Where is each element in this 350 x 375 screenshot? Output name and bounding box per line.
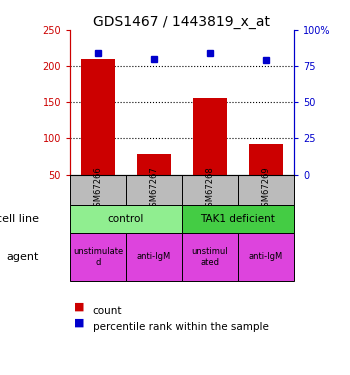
- Bar: [70, 204, 182, 232]
- Bar: [238, 232, 294, 281]
- Text: unstimulate
d: unstimulate d: [73, 247, 123, 267]
- Bar: [126, 175, 182, 204]
- Text: GSM67268: GSM67268: [205, 167, 215, 213]
- Text: GSM67266: GSM67266: [93, 167, 103, 213]
- Bar: [70, 232, 126, 281]
- Text: ■: ■: [74, 318, 84, 327]
- Bar: [182, 175, 238, 204]
- Bar: [137, 154, 171, 175]
- Text: TAK1 deficient: TAK1 deficient: [201, 213, 275, 223]
- Text: anti-IgM: anti-IgM: [249, 252, 283, 261]
- Bar: [249, 144, 283, 175]
- Bar: [81, 59, 115, 175]
- Text: GSM67267: GSM67267: [149, 167, 159, 213]
- Text: count: count: [93, 306, 122, 316]
- Text: percentile rank within the sample: percentile rank within the sample: [93, 322, 269, 332]
- Text: cell line: cell line: [0, 213, 39, 223]
- Text: ■: ■: [74, 302, 84, 311]
- Text: anti-IgM: anti-IgM: [137, 252, 171, 261]
- Bar: [70, 175, 126, 204]
- Bar: [182, 232, 238, 281]
- Bar: [193, 98, 227, 175]
- Text: GSM67269: GSM67269: [261, 167, 271, 212]
- Text: control: control: [108, 213, 144, 223]
- Bar: [182, 204, 294, 232]
- Bar: [238, 175, 294, 204]
- Title: GDS1467 / 1443819_x_at: GDS1467 / 1443819_x_at: [93, 15, 271, 29]
- Bar: [126, 232, 182, 281]
- Text: unstimul
ated: unstimul ated: [192, 247, 228, 267]
- Text: agent: agent: [7, 252, 39, 262]
